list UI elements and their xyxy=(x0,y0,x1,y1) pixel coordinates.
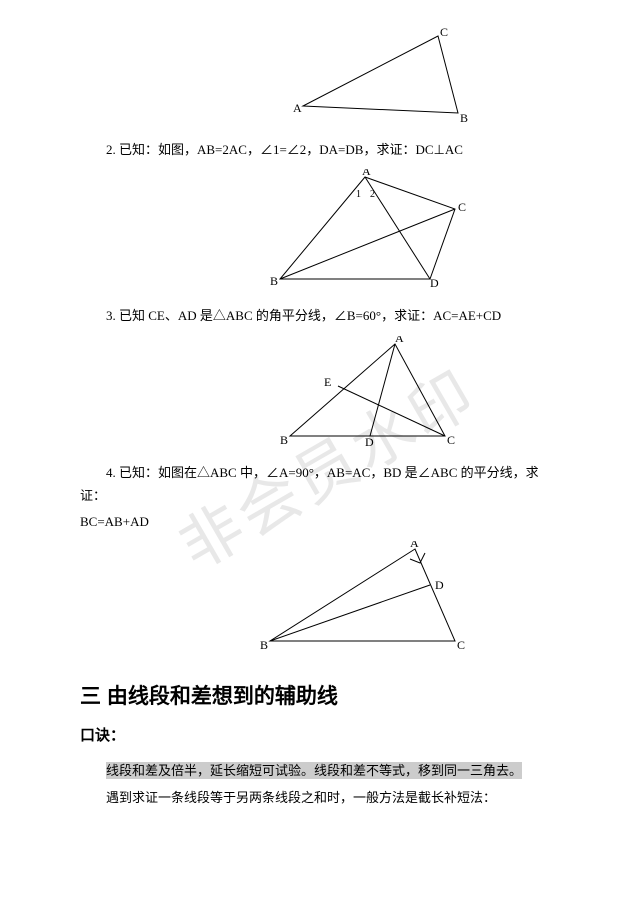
label-a4: A xyxy=(410,541,419,550)
section-3-title: 三 由线段和差想到的辅助线 xyxy=(80,680,560,710)
subtitle-koujue: 口诀： xyxy=(80,724,560,745)
label-d2: D xyxy=(430,276,439,289)
highlight-line: 线段和差及倍半，延长缩短可试验。线段和差不等式，移到同一三角去。 xyxy=(80,759,560,782)
problem-4-text-line2: BC=AB+AD xyxy=(80,510,560,533)
label-c4: C xyxy=(457,638,465,651)
label-c: C xyxy=(440,28,448,39)
label-b2: B xyxy=(270,274,278,288)
label-b3: B xyxy=(280,433,288,446)
figure-2: A B C D 1 2 xyxy=(180,169,560,294)
figure-3: A B C D E xyxy=(180,336,560,451)
figure-1: A B C xyxy=(200,28,560,128)
label-a2: A xyxy=(362,169,371,178)
problem-2-text: 2. 已知：如图，AB=2AC，∠1=∠2，DA=DB，求证：DC⊥AC xyxy=(80,138,560,161)
quad-abcd-svg: A B C D 1 2 xyxy=(270,169,470,289)
highlight-text: 线段和差及倍半，延长缩短可试验。线段和差不等式，移到同一三角去。 xyxy=(106,762,522,779)
label-c2: C xyxy=(458,200,466,214)
page-content: A B C 2. 已知：如图，AB=2AC，∠1=∠2，DA=DB，求证：DC⊥… xyxy=(0,0,640,834)
triangle-abc4-svg: A B C D xyxy=(260,541,470,651)
label-e3: E xyxy=(324,375,331,389)
label-d4: D xyxy=(435,578,444,592)
label-a3: A xyxy=(395,336,404,345)
label-b: B xyxy=(460,111,468,123)
triangle-abc-svg: A B C xyxy=(293,28,468,123)
label-angle2: 2 xyxy=(370,189,375,200)
label-d3: D xyxy=(365,435,374,446)
figure-4: A B C D xyxy=(170,541,560,656)
triangle-abc3-svg: A B C D E xyxy=(280,336,460,446)
body-text-1: 遇到求证一条线段等于另两条线段之和时，一般方法是截长补短法： xyxy=(80,786,560,809)
problem-4-text-line1: 4. 已知：如图在△ABC 中，∠A=90°，AB=AC，BD 是∠ABC 的平… xyxy=(80,461,560,508)
problem-3-text: 3. 已知 CE、AD 是△ABC 的角平分线，∠B=60°，求证：AC=AE+… xyxy=(80,304,560,327)
label-a: A xyxy=(293,101,302,115)
label-c3: C xyxy=(447,433,455,446)
label-b4: B xyxy=(260,638,268,651)
label-angle1: 1 xyxy=(356,189,361,200)
